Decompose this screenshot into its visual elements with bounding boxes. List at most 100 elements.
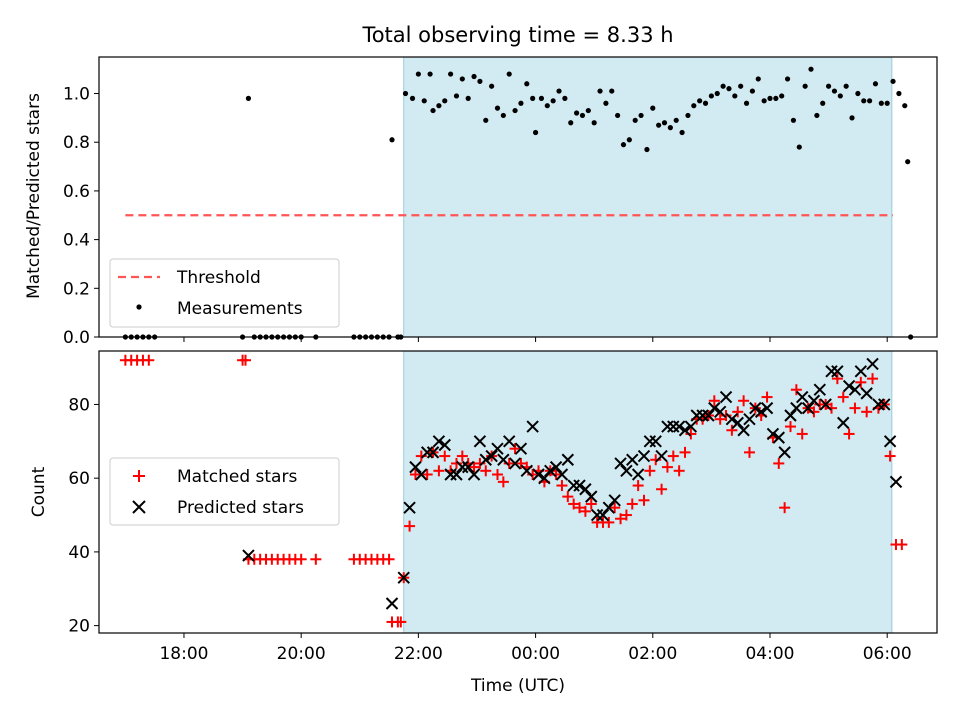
predicted-star-point xyxy=(579,483,592,496)
measurement-point xyxy=(471,73,477,80)
matched-star-point xyxy=(843,428,855,440)
predicted-star-point xyxy=(420,446,434,459)
measurement-point xyxy=(902,103,908,109)
measurement-point xyxy=(796,144,802,150)
measurement-point xyxy=(415,71,421,77)
predicted-star-stroke xyxy=(508,457,522,470)
measurement-point xyxy=(556,88,562,94)
predicted-star-stroke xyxy=(420,446,434,459)
predicted-star-point xyxy=(778,446,791,459)
predicted-star-stroke xyxy=(450,468,463,481)
bottom-y-tick-label: 60 xyxy=(68,469,90,489)
predicted-star-point xyxy=(837,416,850,430)
measurement-point xyxy=(714,90,720,97)
predicted-star-stroke xyxy=(526,420,539,433)
predicted-star-stroke xyxy=(585,490,598,503)
measurement-point xyxy=(656,122,662,128)
matched-star-point xyxy=(579,505,591,517)
predicted-star-stroke xyxy=(831,365,844,378)
measurement-point xyxy=(779,93,785,99)
predicted-star-point xyxy=(731,416,744,430)
predicted-star-point xyxy=(796,390,809,404)
matched-star-point xyxy=(738,395,750,407)
matched-star-point xyxy=(790,384,802,396)
measurement-point xyxy=(609,88,615,94)
matched-star-point xyxy=(714,413,726,425)
measurement-point xyxy=(409,95,416,101)
predicted-star-stroke xyxy=(678,424,692,437)
matched-star-point xyxy=(503,457,515,469)
predicted-star-point xyxy=(684,420,698,433)
predicted-star-stroke xyxy=(631,468,645,481)
measurement-point xyxy=(568,120,574,126)
measurement-point xyxy=(661,120,668,126)
predicted-star-stroke xyxy=(403,501,416,514)
predicted-star-point xyxy=(242,549,255,562)
top-y-tick-label: 0.0 xyxy=(63,328,90,348)
matched-star-point xyxy=(515,457,527,469)
measurement-point xyxy=(544,103,550,109)
predicted-star-stroke xyxy=(766,427,780,441)
predicted-star-stroke xyxy=(760,401,774,415)
measurement-point xyxy=(767,95,773,101)
predicted-star-stroke xyxy=(807,394,821,407)
predicted-star-point xyxy=(690,409,703,422)
matched-star-point xyxy=(468,461,480,473)
predicted-star-point xyxy=(497,453,510,466)
matched-star-point xyxy=(826,402,838,414)
matched-star-point xyxy=(779,502,791,514)
predicted-star-point xyxy=(737,424,750,437)
predicted-star-stroke xyxy=(708,401,721,415)
matched-star-point xyxy=(609,502,621,514)
top-y-tick-label: 1.0 xyxy=(63,85,90,105)
matched-star-point xyxy=(743,446,755,458)
predicted-star-point xyxy=(608,494,621,507)
matched-star-point xyxy=(855,376,867,388)
predicted-star-stroke xyxy=(684,420,698,433)
predicted-star-stroke xyxy=(620,464,633,478)
predicted-star-stroke xyxy=(561,453,575,466)
measurement-point xyxy=(849,115,855,121)
predicted-star-point xyxy=(696,409,709,422)
predicted-star-point xyxy=(854,365,868,378)
predicted-star-point xyxy=(590,508,604,522)
predicted-star-point xyxy=(766,427,780,441)
predicted-star-point xyxy=(860,387,873,400)
predicted-star-stroke xyxy=(772,431,785,444)
predicted-star-stroke xyxy=(837,416,850,430)
predicted-star-stroke xyxy=(242,549,255,562)
matched-star-point xyxy=(409,468,421,480)
predicted-star-stroke xyxy=(473,435,487,448)
predicted-star-stroke xyxy=(737,424,750,437)
measurement-point xyxy=(878,100,884,106)
predicted-star-stroke xyxy=(637,449,651,463)
measurement-point xyxy=(884,100,890,106)
predicted-star-point xyxy=(555,468,569,481)
predicted-star-stroke xyxy=(497,453,510,466)
predicted-star-stroke xyxy=(749,401,762,415)
measurement-point xyxy=(453,93,460,99)
matched-star-point xyxy=(673,465,685,477)
measurement-point xyxy=(483,117,489,123)
predicted-star-stroke xyxy=(719,390,733,404)
predicted-star-stroke xyxy=(872,398,885,411)
top-y-tick-label: 0.8 xyxy=(63,133,90,153)
predicted-star-stroke xyxy=(438,438,451,452)
predicted-star-point xyxy=(848,383,862,396)
predicted-star-stroke xyxy=(655,449,668,463)
predicted-star-point xyxy=(485,449,498,463)
measurement-point xyxy=(890,78,896,84)
matched-star-point xyxy=(626,498,638,510)
measurement-point xyxy=(506,71,512,77)
matched-star-point xyxy=(644,465,656,477)
measurement-point xyxy=(524,81,530,87)
bottom-y-axis-label: Count xyxy=(29,466,49,517)
legend-matched-label: Matched stars xyxy=(177,467,297,487)
matched-star-point xyxy=(849,402,861,414)
predicted-star-stroke xyxy=(549,460,563,474)
predicted-star-point xyxy=(514,442,528,455)
measurement-point xyxy=(784,76,791,82)
predicted-star-stroke xyxy=(397,571,410,584)
measurement-point xyxy=(518,100,524,106)
